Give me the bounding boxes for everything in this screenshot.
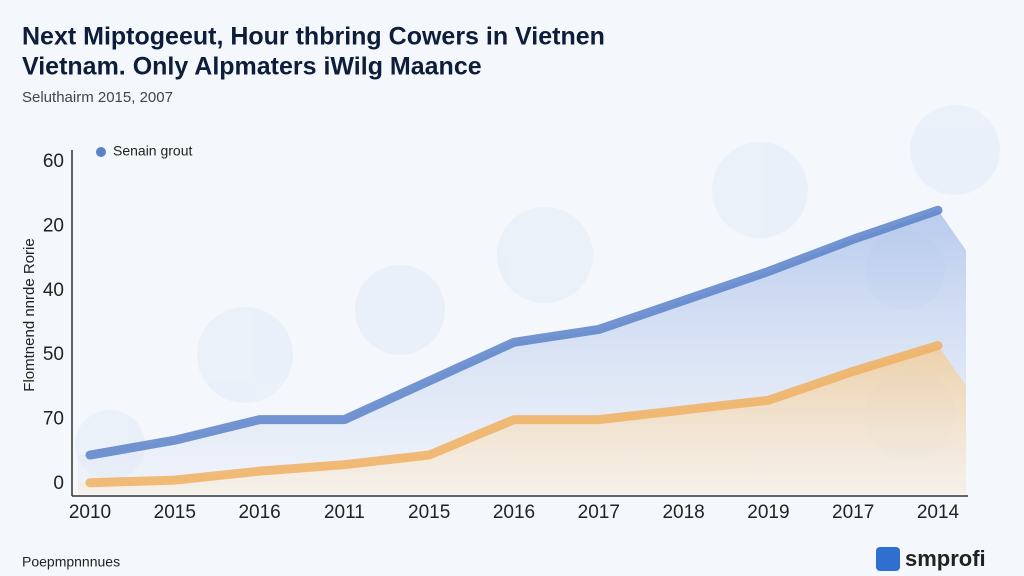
y-tick-label: 20 — [43, 215, 64, 236]
x-tick-label: 2016 — [493, 502, 535, 523]
x-tick-label: 2014 — [917, 502, 960, 523]
logo: smprofi — [905, 546, 986, 571]
y-tick-label: 60 — [43, 151, 64, 172]
legend-swatch — [96, 147, 106, 157]
y-tick-label: 70 — [43, 409, 64, 430]
x-tick-label: 2011 — [324, 502, 365, 523]
chart-subtitle: Seluthairm 2015, 2007 — [22, 89, 173, 106]
x-tick-label: 2017 — [578, 502, 620, 523]
chart-title: Next Miptogeeut, Hour thbring Cowers in … — [22, 23, 605, 51]
x-tick-label: 2016 — [238, 502, 280, 523]
y-tick-label: 0 — [53, 473, 64, 494]
x-tick-label: 2017 — [832, 502, 874, 523]
y-tick-label: 40 — [43, 280, 64, 301]
footer: Poepmpnnnues — [22, 554, 120, 570]
logo-icon — [876, 547, 900, 571]
line — [85, 341, 943, 488]
y-axis-label: Flomtnend nnrde Rorie — [21, 238, 38, 391]
x-tick-label: 2015 — [154, 502, 196, 523]
line — [85, 205, 943, 460]
legend-label: Senain grout — [113, 143, 193, 159]
x-tick-label: 2019 — [747, 502, 789, 523]
x-tick-label: 2015 — [408, 502, 450, 523]
x-tick-label: 2010 — [69, 502, 111, 523]
x-tick-label: 2018 — [662, 502, 704, 523]
y-tick-label: 50 — [43, 344, 64, 365]
chart-title: Vietnam. Only Alpmaters iWilg Maance — [22, 53, 482, 81]
